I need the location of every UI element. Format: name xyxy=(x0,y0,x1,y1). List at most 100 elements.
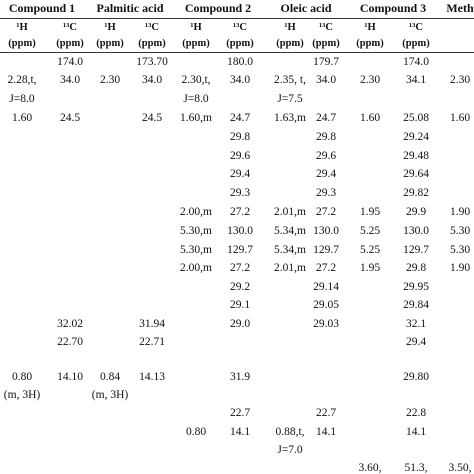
table-cell: 34.0 xyxy=(315,74,337,86)
table-cell: 2.28,t, xyxy=(7,74,37,86)
table-cell: 29.4 xyxy=(405,336,427,348)
table-cell: 51.3, xyxy=(404,462,428,474)
table-cell: 5.30,m xyxy=(180,225,212,237)
unit-header: (ppm) xyxy=(56,38,84,49)
table-cell: J=8.0 xyxy=(9,93,35,105)
table-cell: 5.30 xyxy=(449,225,471,237)
unit-header: (ppm) xyxy=(402,38,430,49)
table-cell: 29.3 xyxy=(315,187,337,199)
nucleus-header: ¹³C xyxy=(409,22,423,33)
unit-header: (ppm) xyxy=(96,38,124,49)
table-cell: 129.7 xyxy=(403,244,429,256)
table-cell: 29.24 xyxy=(403,131,429,143)
table-cell: 3.50, xyxy=(448,462,472,474)
table-cell: 1.63,m xyxy=(274,112,306,124)
table-cell: 2.30 xyxy=(99,74,121,86)
table-cell: 29.95 xyxy=(403,281,429,293)
unit-header: (ppm) xyxy=(182,38,210,49)
table-cell: 29.64 xyxy=(403,168,429,180)
table-cell: 32.02 xyxy=(57,318,83,330)
table-cell: 129.7 xyxy=(313,244,339,256)
table-cell: 29.6 xyxy=(315,150,337,162)
nucleus-header: ¹H xyxy=(16,22,28,33)
table-cell: 1.60 xyxy=(11,112,33,124)
table-cell: 29.80 xyxy=(403,371,429,383)
table-cell: 174.0 xyxy=(57,56,83,68)
table-cell: 31.9 xyxy=(229,371,251,383)
table-cell: 1.60,m xyxy=(180,112,212,124)
table-cell: 29.0 xyxy=(229,318,251,330)
table-cell: 5.34,m xyxy=(274,244,306,256)
table-cell: J=7.5 xyxy=(277,93,303,105)
table-cell: 1.90 xyxy=(449,262,471,274)
table-cell: 14.1 xyxy=(405,426,427,438)
nucleus-header: ¹³C xyxy=(319,22,333,33)
table-cell: 14.1 xyxy=(315,426,337,438)
table-cell: 29.05 xyxy=(313,299,339,311)
group-header: Methy xyxy=(446,1,474,15)
table-cell: 29.8 xyxy=(229,131,251,143)
table-cell: 29.82 xyxy=(403,187,429,199)
nucleus-header: ¹³C xyxy=(233,22,247,33)
table-cell: 2.30,t, xyxy=(181,74,211,86)
unit-header: (ppm) xyxy=(356,38,384,49)
table-cell: 14.10 xyxy=(57,371,83,383)
table-cell: 34.0 xyxy=(59,74,81,86)
group-header: Compound 2 xyxy=(184,1,252,15)
table-cell: 29.48 xyxy=(403,150,429,162)
table-cell: 1.95 xyxy=(359,262,381,274)
table-cell: 34.0 xyxy=(141,74,163,86)
table-cell: 27.2 xyxy=(229,262,251,274)
table-cell: 31.94 xyxy=(139,318,165,330)
table-cell: 5.25 xyxy=(359,244,381,256)
table-cell: 29.1 xyxy=(229,299,251,311)
table-cell: 27.2 xyxy=(315,206,337,218)
table-cell: 29.6 xyxy=(229,150,251,162)
table-cell: 2.01,m xyxy=(274,206,306,218)
nucleus-header: ¹H xyxy=(284,22,296,33)
table-cell: 29.4 xyxy=(315,168,337,180)
table-cell: 34.1 xyxy=(405,74,427,86)
table-cell: 5.25 xyxy=(359,225,381,237)
group-header: Oleic acid xyxy=(280,1,332,15)
table-cell: 179.7 xyxy=(313,56,339,68)
table-cell: 24.5 xyxy=(141,112,163,124)
table-cell: 2.35, t, xyxy=(274,74,306,86)
header-rule xyxy=(0,52,474,53)
table-cell: 2.00,m xyxy=(180,262,212,274)
table-cell: 29.14 xyxy=(313,281,339,293)
table-cell: 5.30,m xyxy=(180,244,212,256)
table-cell: 22.7 xyxy=(315,407,337,419)
group-header: Compound 1 xyxy=(8,1,76,15)
table-cell: 24.7 xyxy=(315,112,337,124)
table-cell: 29.9 xyxy=(405,206,427,218)
nucleus-header: ¹H xyxy=(190,22,202,33)
table-cell: 1.95 xyxy=(359,206,381,218)
table-cell: 34.0 xyxy=(229,74,251,86)
group-header: Compound 3 xyxy=(359,1,427,15)
table-cell: 29.8 xyxy=(405,262,427,274)
table-cell: (m, 3H) xyxy=(91,389,129,401)
table-cell: 22.8 xyxy=(405,407,427,419)
table-cell: 0.80 xyxy=(185,426,207,438)
table-cell: 2.01,m xyxy=(274,262,306,274)
table-cell: 180.0 xyxy=(227,56,253,68)
table-cell: 29.4 xyxy=(229,168,251,180)
table-cell: 0.88,t, xyxy=(275,426,305,438)
table-cell: 0.80 xyxy=(11,371,33,383)
table-cell: 14.1 xyxy=(229,426,251,438)
table-cell: 14.13 xyxy=(139,371,165,383)
table-cell: J=8.0 xyxy=(183,93,209,105)
nucleus-header: ¹H xyxy=(364,22,376,33)
nucleus-header: ¹H xyxy=(104,22,116,33)
table-cell: 130.0 xyxy=(313,225,339,237)
table-cell: 2.00,m xyxy=(180,206,212,218)
table-cell: 129.7 xyxy=(227,244,253,256)
table-cell: 1.60 xyxy=(359,112,381,124)
table-cell: 2.30 xyxy=(449,74,471,86)
table-cell: 130.0 xyxy=(403,225,429,237)
table-cell: 29.03 xyxy=(313,318,339,330)
table-cell: 174.0 xyxy=(403,56,429,68)
table-cell: 25.08 xyxy=(403,112,429,124)
